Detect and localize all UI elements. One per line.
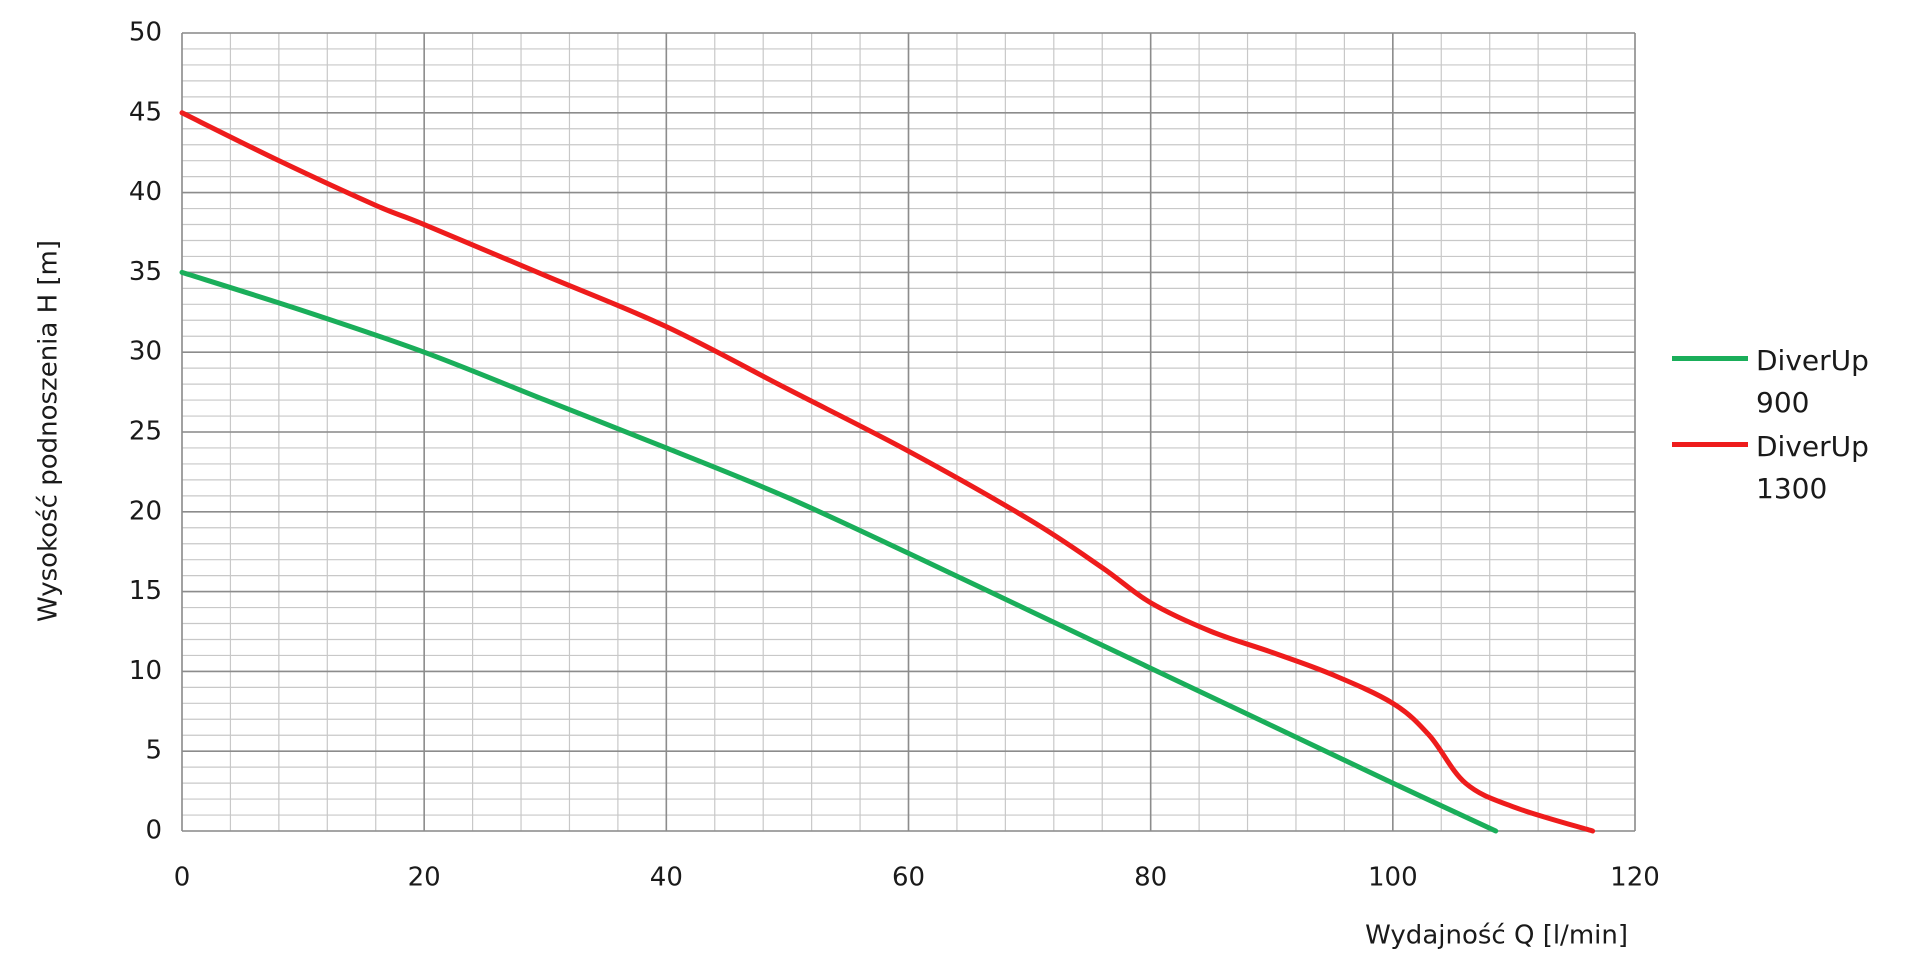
y-tick-label: 0: [145, 816, 162, 846]
y-tick-label: 30: [129, 337, 162, 367]
legend-label: DiverUp 1300: [1756, 430, 1869, 505]
y-tick-label: 20: [129, 496, 162, 526]
x-tick-label: 20: [408, 863, 441, 893]
legend-swatch: [1672, 356, 1748, 361]
x-tick-label: 100: [1368, 863, 1418, 893]
legend-item: DiverUp 900: [1672, 340, 1869, 424]
x-tick-label: 80: [1134, 863, 1167, 893]
x-axis-label: Wydajność Q [l/min]: [1365, 921, 1628, 951]
y-tick-label: 35: [129, 257, 162, 287]
y-tick-label: 45: [129, 97, 162, 127]
x-tick-label: 120: [1610, 863, 1660, 893]
series-line: [179, 110, 1596, 834]
legend-label: DiverUp 900: [1756, 344, 1869, 419]
y-tick-label: 25: [129, 417, 162, 447]
y-tick-label: 40: [129, 177, 162, 207]
y-tick-label: 50: [129, 18, 162, 48]
y-axis-label: Wysokość podnoszenia H [m]: [34, 240, 64, 622]
x-tick-label: 0: [174, 863, 191, 893]
x-tick-label: 60: [892, 863, 925, 893]
series-line: [179, 269, 1499, 834]
y-tick-label: 5: [145, 736, 162, 766]
y-tick-label: 10: [129, 656, 162, 686]
legend-item: DiverUp 1300: [1672, 426, 1869, 510]
x-tick-label: 40: [650, 863, 683, 893]
y-tick-label: 15: [129, 576, 162, 606]
legend-swatch: [1672, 442, 1748, 447]
